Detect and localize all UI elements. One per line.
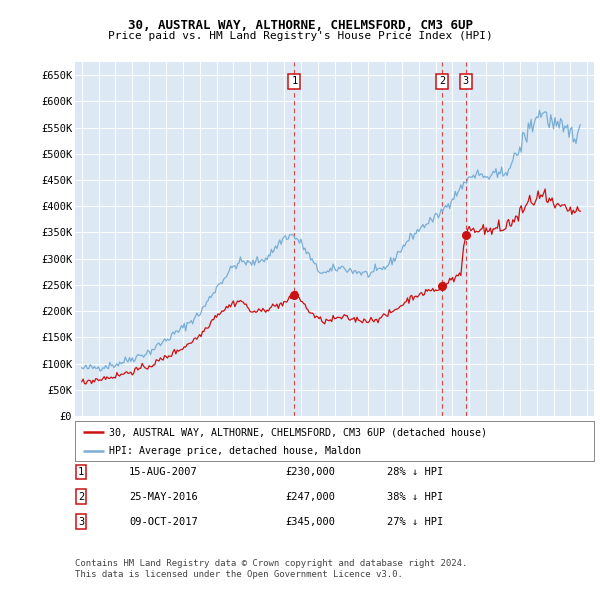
Text: 30, AUSTRAL WAY, ALTHORNE, CHELMSFORD, CM3 6UP: 30, AUSTRAL WAY, ALTHORNE, CHELMSFORD, C… <box>128 19 473 32</box>
Text: 3: 3 <box>78 517 84 526</box>
Text: Contains HM Land Registry data © Crown copyright and database right 2024.: Contains HM Land Registry data © Crown c… <box>75 559 467 568</box>
Text: 27% ↓ HPI: 27% ↓ HPI <box>387 517 443 526</box>
Text: Price paid vs. HM Land Registry's House Price Index (HPI): Price paid vs. HM Land Registry's House … <box>107 31 493 41</box>
Text: 25-MAY-2016: 25-MAY-2016 <box>129 492 198 502</box>
Text: 2: 2 <box>439 77 445 86</box>
Text: £345,000: £345,000 <box>285 517 335 526</box>
Text: 30, AUSTRAL WAY, ALTHORNE, CHELMSFORD, CM3 6UP (detached house): 30, AUSTRAL WAY, ALTHORNE, CHELMSFORD, C… <box>109 427 487 437</box>
Text: £230,000: £230,000 <box>285 467 335 477</box>
Text: HPI: Average price, detached house, Maldon: HPI: Average price, detached house, Mald… <box>109 447 361 456</box>
Text: This data is licensed under the Open Government Licence v3.0.: This data is licensed under the Open Gov… <box>75 571 403 579</box>
Text: 1: 1 <box>291 77 298 86</box>
Text: 1: 1 <box>78 467 84 477</box>
Text: 3: 3 <box>463 77 469 86</box>
Text: 28% ↓ HPI: 28% ↓ HPI <box>387 467 443 477</box>
Text: 2: 2 <box>78 492 84 502</box>
Text: 38% ↓ HPI: 38% ↓ HPI <box>387 492 443 502</box>
Text: 15-AUG-2007: 15-AUG-2007 <box>129 467 198 477</box>
Text: £247,000: £247,000 <box>285 492 335 502</box>
Text: 09-OCT-2017: 09-OCT-2017 <box>129 517 198 526</box>
